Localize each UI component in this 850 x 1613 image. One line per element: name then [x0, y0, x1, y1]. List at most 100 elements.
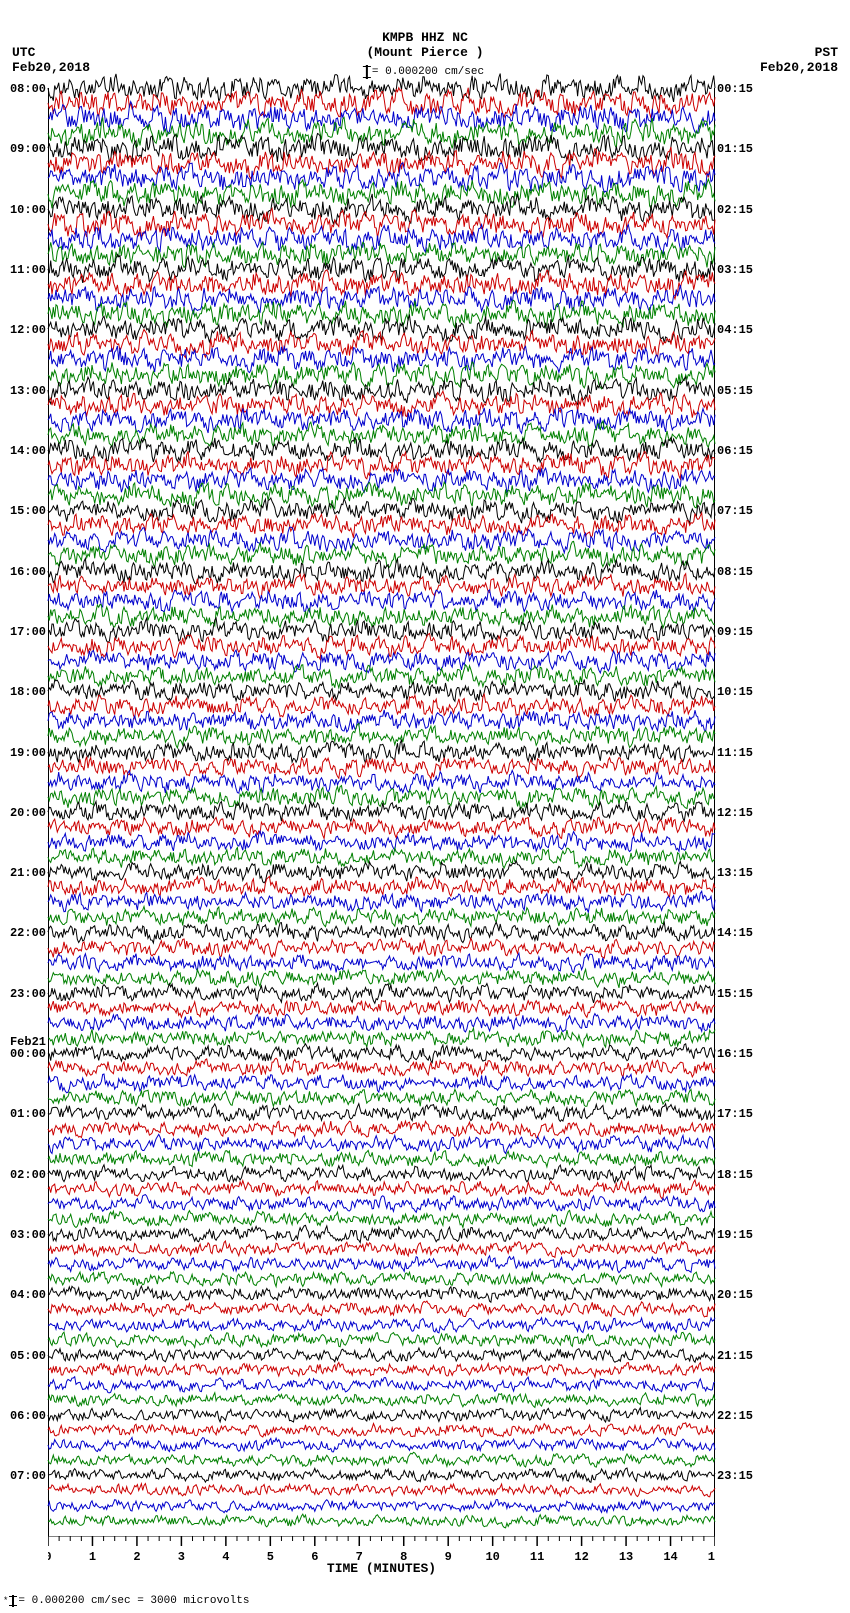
seismic-trace [48, 1309, 715, 1310]
station-title: KMPB HHZ NC [0, 30, 850, 45]
seismic-trace [48, 1460, 715, 1461]
trace-row: 03:0019:15 [48, 1234, 715, 1235]
seismic-trace [48, 646, 715, 647]
trace-row [48, 797, 715, 798]
trace-row [48, 978, 715, 979]
seismic-trace [48, 405, 715, 406]
right-time-label: 21:15 [717, 1349, 753, 1363]
right-time-label: 17:15 [717, 1107, 753, 1121]
trace-row [48, 736, 715, 737]
seismic-trace [48, 767, 715, 768]
seismic-trace [48, 555, 715, 556]
trace-row: 19:0011:15 [48, 752, 715, 753]
trace-row [48, 118, 715, 119]
trace-row: 02:0018:15 [48, 1174, 715, 1175]
right-time-label: 18:15 [717, 1168, 753, 1182]
seismic-trace [48, 736, 715, 737]
left-time-label: 20:00 [10, 806, 46, 820]
trace-row [48, 1325, 715, 1326]
seismic-trace [48, 344, 715, 345]
right-time-label: 14:15 [717, 926, 753, 940]
left-day-label: Feb21 [10, 1035, 46, 1049]
right-time-label: 19:15 [717, 1228, 753, 1242]
trace-row: 10:0002:15 [48, 209, 715, 210]
left-time-label: 18:00 [10, 685, 46, 699]
right-time-label: 02:15 [717, 203, 753, 217]
trace-row [48, 857, 715, 858]
seismic-trace [48, 284, 715, 285]
seismic-trace [48, 616, 715, 617]
left-time-label: 09:00 [10, 142, 46, 156]
trace-row [48, 948, 715, 949]
trace-row [48, 1460, 715, 1461]
trace-row [48, 782, 715, 783]
right-time-label: 20:15 [717, 1288, 753, 1302]
trace-row [48, 646, 715, 647]
seismic-trace [48, 1521, 715, 1522]
seismic-trace [48, 827, 715, 828]
trace-row: 23:0015:15 [48, 993, 715, 994]
left-time-label: 07:00 [10, 1469, 46, 1483]
right-time-label: 00:15 [717, 82, 753, 96]
left-time-label: 06:00 [10, 1409, 46, 1423]
right-time-label: 16:15 [717, 1047, 753, 1061]
trace-row [48, 1521, 715, 1522]
seismic-trace [48, 435, 715, 436]
right-tz-label: PST [815, 45, 838, 60]
right-time-label: 11:15 [717, 746, 753, 760]
trace-row [48, 254, 715, 255]
trace-row: 11:0003:15 [48, 269, 715, 270]
trace-row [48, 1445, 715, 1446]
seismic-trace [48, 1068, 715, 1069]
trace-row [48, 163, 715, 164]
seismic-trace [48, 1294, 715, 1295]
seismic-trace [48, 1415, 715, 1416]
trace-row [48, 133, 715, 134]
seismic-trace [48, 812, 715, 813]
trace-row [48, 1279, 715, 1280]
station-subtitle: (Mount Pierce ) [0, 45, 850, 60]
seismic-trace [48, 359, 715, 360]
trace-row [48, 314, 715, 315]
trace-row [48, 1249, 715, 1250]
seismic-trace [48, 375, 715, 376]
trace-row [48, 435, 715, 436]
seismic-trace [48, 1355, 715, 1356]
footer-ast: * [3, 1596, 8, 1606]
left-time-label: 12:00 [10, 323, 46, 337]
seismic-trace [48, 254, 715, 255]
seismic-trace [48, 103, 715, 104]
seismic-trace [48, 586, 715, 587]
trace-row [48, 1038, 715, 1039]
left-time-label: 10:00 [10, 203, 46, 217]
trace-row [48, 1340, 715, 1341]
trace-row: 01:0017:15 [48, 1113, 715, 1114]
seismic-trace [48, 1129, 715, 1130]
seismic-trace [48, 269, 715, 270]
trace-row [48, 224, 715, 225]
right-date-label: Feb20,2018 [760, 60, 838, 75]
trace-row: 16:0008:15 [48, 571, 715, 572]
trace-row: 09:0001:15 [48, 148, 715, 149]
trace-row [48, 1144, 715, 1145]
seismic-trace [48, 902, 715, 903]
seismic-trace [48, 1490, 715, 1491]
seismic-trace [48, 88, 715, 89]
seismic-trace [48, 1023, 715, 1024]
trace-row: 00:00Feb2116:15 [48, 1053, 715, 1054]
seismic-trace [48, 239, 715, 240]
seismic-trace [48, 601, 715, 602]
trace-row [48, 465, 715, 466]
left-time-label: 16:00 [10, 565, 46, 579]
right-time-label: 01:15 [717, 142, 753, 156]
seismic-trace [48, 1204, 715, 1205]
trace-row: 17:0009:15 [48, 631, 715, 632]
trace-row: 13:0005:15 [48, 390, 715, 391]
right-time-label: 12:15 [717, 806, 753, 820]
trace-row [48, 359, 715, 360]
seismic-trace [48, 887, 715, 888]
trace-row: 22:0014:15 [48, 932, 715, 933]
footer-text: = 0.000200 cm/sec = 3000 microvolts [18, 1595, 249, 1607]
trace-row [48, 1204, 715, 1205]
trace-row [48, 1506, 715, 1507]
